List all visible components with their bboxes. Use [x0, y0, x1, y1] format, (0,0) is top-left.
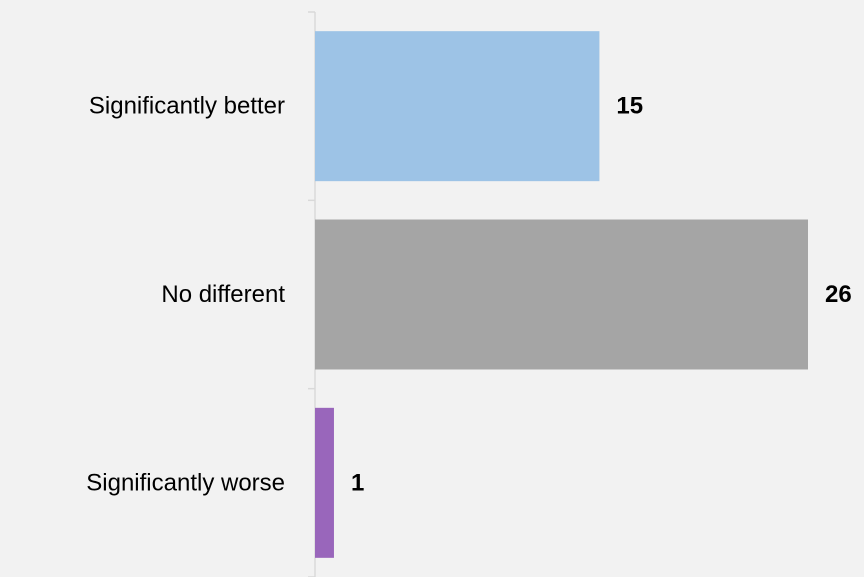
data-label: 15	[616, 93, 643, 120]
data-labels: 15 26 1	[351, 93, 852, 497]
bar-no-different	[315, 219, 808, 370]
category-label: No different	[161, 281, 285, 308]
bar-series	[315, 31, 808, 558]
data-label: 1	[351, 469, 364, 496]
bar-significantly-worse	[315, 407, 334, 558]
category-labels: Significantly better No different Signific…	[86, 93, 285, 497]
category-axis	[308, 11, 316, 577]
category-label: Significantly worse	[86, 469, 285, 496]
bar-significantly-better	[315, 31, 600, 182]
data-label: 26	[825, 281, 852, 308]
category-label: Significantly better	[89, 93, 285, 120]
